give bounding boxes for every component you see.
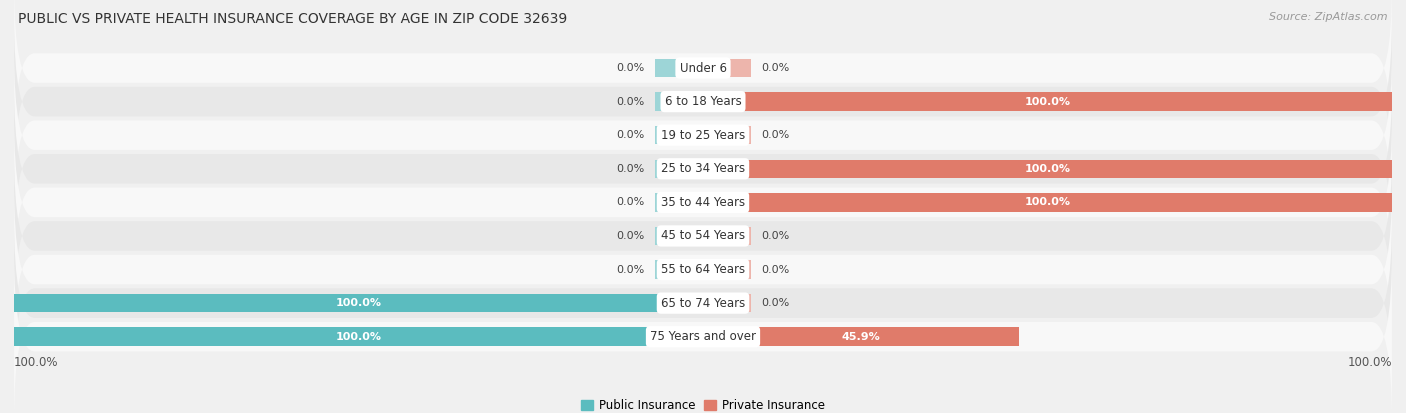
Bar	[14, 328, 703, 346]
Text: 19 to 25 Years: 19 to 25 Years	[661, 129, 745, 142]
Text: 35 to 44 Years: 35 to 44 Years	[661, 196, 745, 209]
Bar	[703, 260, 751, 279]
Legend: Public Insurance, Private Insurance: Public Insurance, Private Insurance	[576, 394, 830, 413]
Bar	[703, 93, 1392, 111]
Bar	[655, 260, 703, 279]
Text: 100.0%: 100.0%	[1025, 97, 1070, 107]
Bar	[703, 193, 1392, 211]
Text: 55 to 64 Years: 55 to 64 Years	[661, 263, 745, 276]
Bar	[703, 159, 1392, 178]
Bar	[703, 227, 751, 245]
Bar	[703, 126, 751, 145]
Text: 0.0%: 0.0%	[762, 265, 790, 275]
Text: 75 Years and over: 75 Years and over	[650, 330, 756, 343]
Text: 100.0%: 100.0%	[14, 356, 59, 368]
Text: 100.0%: 100.0%	[1025, 164, 1070, 174]
Text: 100.0%: 100.0%	[1347, 356, 1392, 368]
Text: 45.9%: 45.9%	[842, 332, 880, 342]
Bar	[655, 193, 703, 211]
Text: PUBLIC VS PRIVATE HEALTH INSURANCE COVERAGE BY AGE IN ZIP CODE 32639: PUBLIC VS PRIVATE HEALTH INSURANCE COVER…	[18, 12, 568, 26]
Bar	[655, 126, 703, 145]
Text: 6 to 18 Years: 6 to 18 Years	[665, 95, 741, 108]
FancyBboxPatch shape	[14, 116, 1392, 288]
Text: 100.0%: 100.0%	[1025, 197, 1070, 207]
Bar	[655, 59, 703, 77]
Bar	[655, 93, 703, 111]
Text: 45 to 54 Years: 45 to 54 Years	[661, 230, 745, 242]
Text: 0.0%: 0.0%	[762, 130, 790, 140]
Text: 0.0%: 0.0%	[616, 130, 644, 140]
Bar	[655, 159, 703, 178]
FancyBboxPatch shape	[14, 251, 1392, 413]
Text: 0.0%: 0.0%	[616, 197, 644, 207]
FancyBboxPatch shape	[14, 16, 1392, 188]
Text: 65 to 74 Years: 65 to 74 Years	[661, 297, 745, 310]
FancyBboxPatch shape	[14, 183, 1392, 356]
Text: Under 6: Under 6	[679, 62, 727, 74]
Text: 0.0%: 0.0%	[616, 63, 644, 73]
Text: 0.0%: 0.0%	[616, 231, 644, 241]
Bar	[703, 294, 751, 312]
Text: 100.0%: 100.0%	[336, 332, 381, 342]
Text: 0.0%: 0.0%	[762, 231, 790, 241]
FancyBboxPatch shape	[14, 0, 1392, 154]
Text: 25 to 34 Years: 25 to 34 Years	[661, 162, 745, 175]
FancyBboxPatch shape	[14, 217, 1392, 389]
Bar	[703, 59, 751, 77]
Text: 0.0%: 0.0%	[616, 265, 644, 275]
Bar	[703, 328, 1019, 346]
Text: 0.0%: 0.0%	[762, 298, 790, 308]
Text: 0.0%: 0.0%	[762, 63, 790, 73]
FancyBboxPatch shape	[14, 49, 1392, 221]
Bar	[655, 227, 703, 245]
Text: Source: ZipAtlas.com: Source: ZipAtlas.com	[1270, 12, 1388, 22]
Text: 0.0%: 0.0%	[616, 164, 644, 174]
Text: 100.0%: 100.0%	[336, 298, 381, 308]
FancyBboxPatch shape	[14, 150, 1392, 322]
Bar	[14, 294, 703, 312]
Text: 0.0%: 0.0%	[616, 97, 644, 107]
FancyBboxPatch shape	[14, 83, 1392, 255]
